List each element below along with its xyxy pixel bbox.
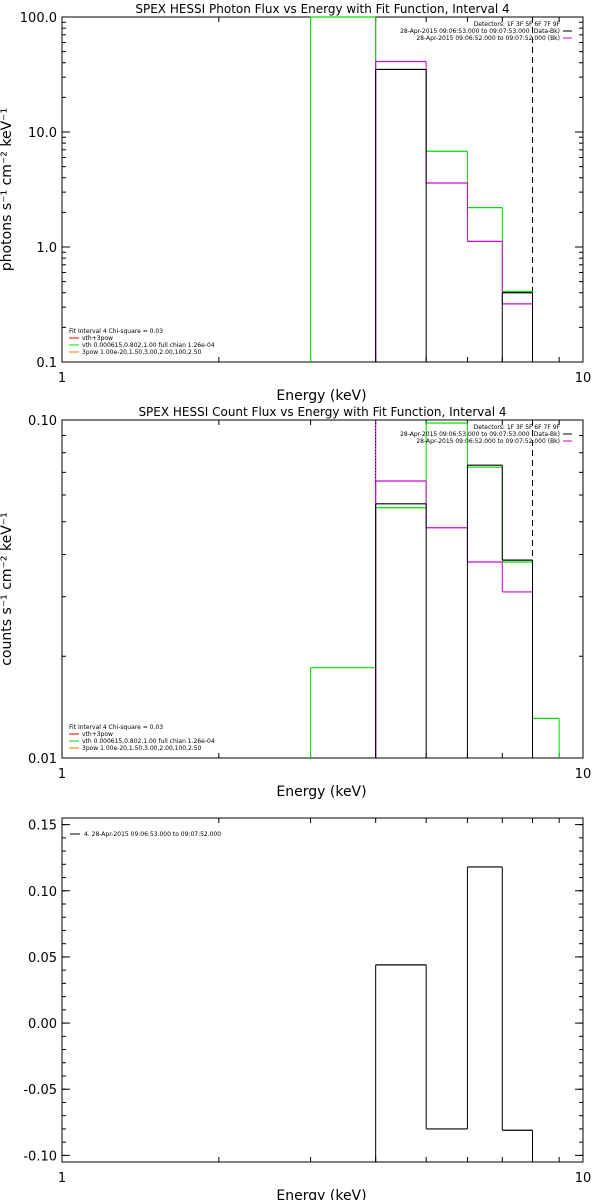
legend-text: Detectors: 1F 3F 5F 6F 7F 9F	[474, 21, 561, 28]
x-tick-label: 10	[575, 767, 592, 782]
series-1	[375, 866, 534, 1162]
chart-panel-3: -0.10 -0.05 0.00 0.05 0.10 0.15 1 10 Energy (keV…	[23, 817, 592, 1200]
chart-title: SPEX HESSI Count Flux vs Energy with Fit…	[138, 405, 506, 419]
y-tick-label: 1.0	[36, 241, 57, 256]
x-tick-label: 1	[58, 1171, 66, 1186]
series-2	[310, 422, 560, 758]
x-tick-label: 10	[575, 1171, 592, 1186]
series-1	[375, 464, 534, 758]
x-tick-label: 10	[575, 371, 592, 386]
y-tick-label: 0.10	[28, 414, 57, 429]
legend-text: vth+3pow	[82, 335, 113, 342]
y-tick-label: 0.01	[28, 752, 57, 767]
legend-text: vth 0.000615,0.802,1.00 full chian 1.26e…	[82, 342, 215, 349]
legend-text: 28-Apr-2015 09:06:52.000 to 09:07:52.000…	[416, 35, 560, 42]
legend-text: 3pow 1.00e-20,1.50,3.00,2.00,100,2.50	[82, 745, 202, 752]
legend-text: Fit Interval 4 Chi-square = 0.03	[69, 724, 163, 731]
x-axis-label: Energy (keV)	[276, 784, 366, 800]
x-axis-label: Energy (keV)	[276, 388, 366, 404]
chart-panel-1: SPEX HESSI Photon Flux vs Energy with Fi…	[0, 2, 591, 404]
y-tick-label: 100.0	[20, 11, 57, 26]
y-tick-label: 0.10	[28, 885, 57, 900]
legend-text: vth+3pow	[82, 731, 113, 738]
y-tick-label: 0.1	[36, 356, 57, 371]
y-tick-label: 0.05	[28, 951, 57, 966]
legend-text: 3pow 1.00e-20,1.50,3.00,2.00,100,2.50	[82, 349, 202, 356]
legend-text: 4. 28-Apr-2015 09:06:53.000 to 09:07:52.…	[84, 831, 221, 838]
chart-panel-2: SPEX HESSI Count Flux vs Energy with Fit…	[0, 405, 591, 800]
y-axis-label: photons s⁻¹ cm⁻² keV⁻¹	[0, 108, 15, 271]
plot-frame	[61, 419, 584, 759]
y-tick-label: 0.00	[28, 1017, 57, 1032]
legend-text: 28-Apr-2015 09:06:53.000 to 09:07:53.000…	[400, 28, 560, 35]
x-tick-label: 1	[58, 371, 66, 386]
legend-text: Detectors: 1F 3F 5F 6F 7F 9F	[474, 424, 561, 431]
series-3	[375, 60, 534, 362]
legend-text: 28-Apr-2015 09:06:53.000 to 09:07:53.000…	[400, 431, 560, 438]
plot-frame	[61, 817, 584, 1163]
y-tick-label: -0.10	[23, 1149, 57, 1164]
x-axis-label: Energy (keV)	[276, 1188, 366, 1200]
legend-text: vth 0.000615,0.802,1.00 full chian 1.26e…	[82, 738, 215, 745]
series-1	[375, 68, 534, 362]
legend-text: Fit Interval 4 Chi-square = 0.03	[69, 328, 163, 335]
y-tick-label: 0.15	[28, 819, 57, 834]
series-2	[310, 16, 534, 362]
series-3	[375, 480, 534, 758]
x-tick-label: 1	[58, 767, 66, 782]
plot-frame	[61, 16, 584, 363]
y-tick-label: -0.05	[23, 1083, 57, 1098]
y-axis-label: counts s⁻¹ cm⁻² keV⁻¹	[0, 512, 15, 666]
chart-title: SPEX HESSI Photon Flux vs Energy with Fi…	[135, 2, 509, 16]
legend-text: 28-Apr-2015 09:06:52.000 to 09:07:52.000…	[416, 438, 560, 445]
y-tick-label: 10.0	[28, 126, 57, 141]
